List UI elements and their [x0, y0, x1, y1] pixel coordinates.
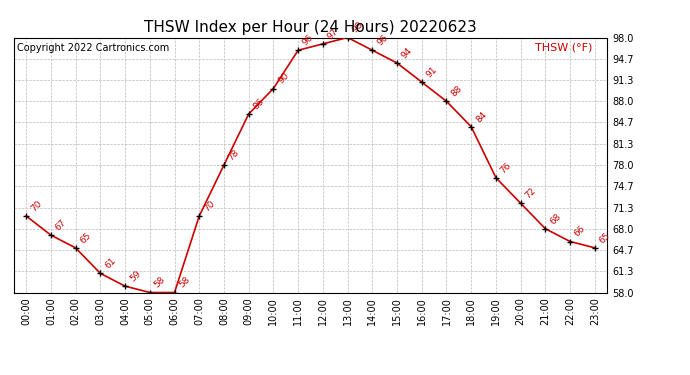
Text: 91: 91: [424, 65, 439, 80]
Text: 94: 94: [400, 46, 414, 60]
Title: THSW Index per Hour (24 Hours) 20220623: THSW Index per Hour (24 Hours) 20220623: [144, 20, 477, 35]
Text: Copyright 2022 Cartronics.com: Copyright 2022 Cartronics.com: [17, 43, 169, 52]
Text: 72: 72: [524, 186, 538, 201]
Text: 58: 58: [152, 275, 167, 290]
Text: 70: 70: [202, 199, 217, 213]
Text: 97: 97: [326, 27, 340, 41]
Text: 61: 61: [103, 256, 117, 271]
Text: 88: 88: [449, 84, 464, 99]
Text: 65: 65: [79, 231, 93, 245]
Text: 65: 65: [598, 231, 612, 245]
Text: 96: 96: [375, 33, 390, 48]
Text: 84: 84: [474, 110, 489, 124]
Text: 70: 70: [29, 199, 43, 213]
Text: 78: 78: [227, 148, 242, 162]
Text: 66: 66: [573, 224, 587, 239]
Text: 67: 67: [54, 218, 68, 232]
Text: 58: 58: [177, 275, 192, 290]
Text: 96: 96: [301, 33, 315, 48]
Text: THSW (°F): THSW (°F): [535, 43, 592, 52]
Text: 68: 68: [548, 211, 562, 226]
Text: 90: 90: [276, 71, 290, 86]
Text: 59: 59: [128, 269, 142, 284]
Text: 86: 86: [251, 97, 266, 111]
Text: 76: 76: [499, 160, 513, 175]
Text: 98: 98: [351, 20, 365, 35]
